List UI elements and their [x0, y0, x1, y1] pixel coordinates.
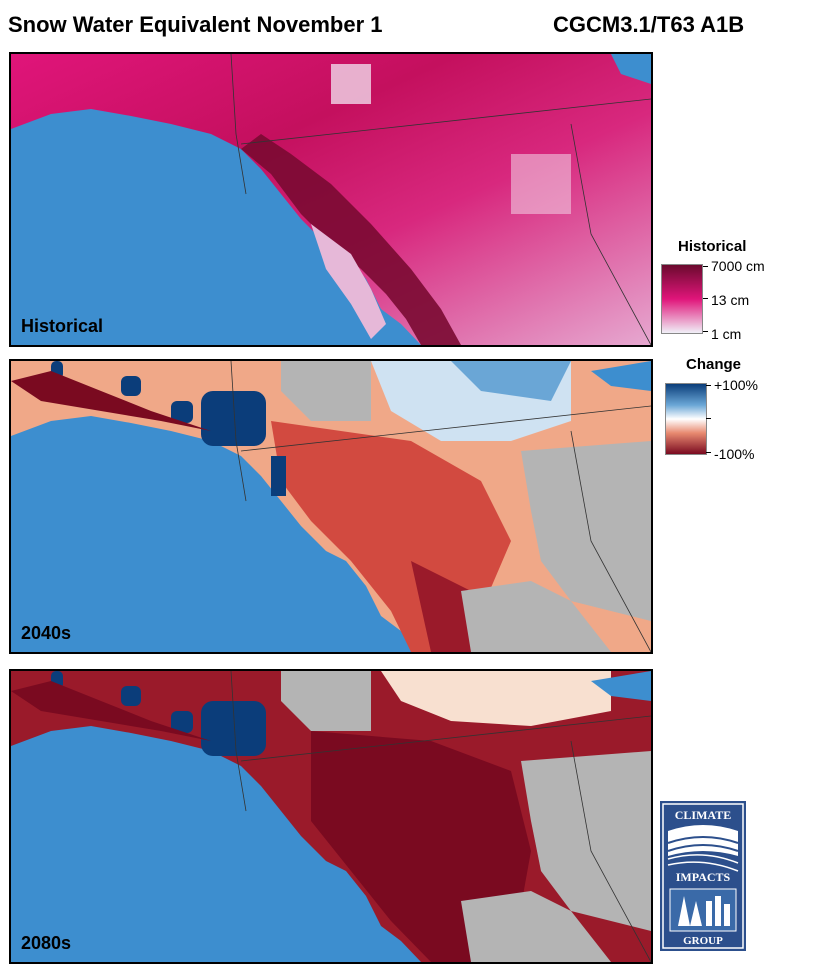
- logo-graphic: CLIMATE IMPACTS GROUP: [660, 801, 746, 951]
- panel-label-historical: Historical: [21, 316, 104, 336]
- logo-text-impacts: IMPACTS: [676, 870, 731, 884]
- map-title: Snow Water Equivalent November 1: [8, 12, 383, 37]
- map-panel-2080s: 2080s: [9, 669, 653, 964]
- legend-tick-7000cm: 7000 cm: [711, 258, 765, 274]
- panel-label-2040s: 2040s: [21, 623, 72, 643]
- legend-tickmark: [706, 385, 711, 386]
- legend-tick-1cm: 1 cm: [711, 326, 742, 342]
- legend-tickmark: [703, 331, 708, 332]
- legend-tickmark: [706, 452, 711, 453]
- change-map-2040s: [11, 361, 651, 652]
- panel-label-2080s: 2080s: [21, 933, 72, 953]
- legend-title-change: Change: [686, 356, 742, 373]
- legend-tick-plus100: +100%: [714, 377, 758, 393]
- map-panel-2040s: 2040s: [9, 359, 653, 654]
- logo-text-climate: CLIMATE: [675, 808, 731, 822]
- climate-impacts-group-logo: CLIMATE IMPACTS GROUP: [660, 801, 746, 951]
- legend-title-historical: Historical: [678, 238, 747, 255]
- legend-tick-13cm: 13 cm: [711, 292, 750, 308]
- legend-tickmark: [703, 266, 708, 267]
- historical-map: [11, 54, 651, 345]
- legend-tickmark: [706, 418, 711, 419]
- change-map-2080s: [11, 671, 651, 962]
- legend-colorbar-historical: [661, 264, 703, 334]
- model-scenario-label: CGCM3.1/T63 A1B: [553, 12, 745, 37]
- legend-tickmark: [703, 298, 708, 299]
- legend-tick-minus100: -100%: [714, 446, 755, 462]
- legend-colorbar-change: [665, 383, 707, 455]
- map-panel-historical: Historical: [9, 52, 653, 347]
- logo-text-group: GROUP: [683, 935, 723, 947]
